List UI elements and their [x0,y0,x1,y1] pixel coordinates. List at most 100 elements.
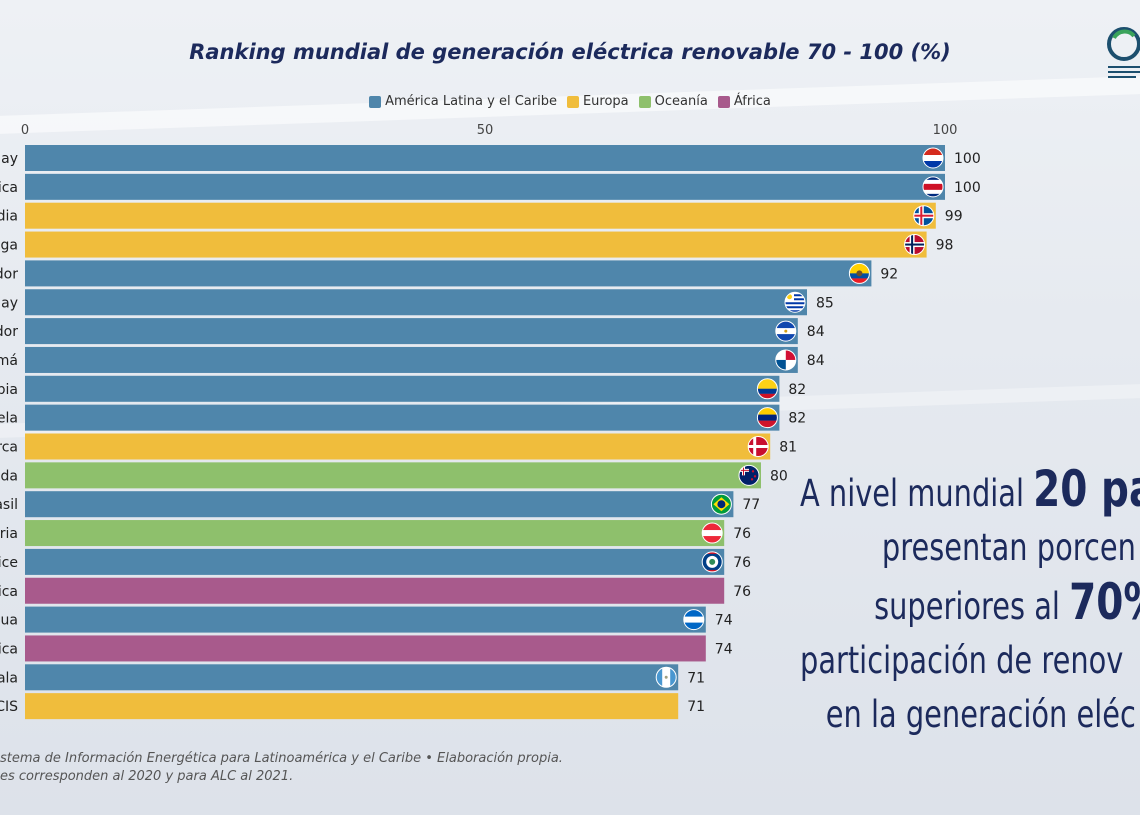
bar [25,462,761,489]
bar [25,433,771,460]
flag-icon-costa-rica [922,176,944,198]
category-label: ica [0,641,18,657]
category-label: ice [0,555,18,571]
flag-icon-brazil [710,493,732,515]
flag-icon-el-salvador [775,320,797,342]
data-label: 82 [788,411,806,427]
callout-line: A nivel mundial 20 pa [800,462,1140,521]
bar [25,577,725,604]
data-label: 84 [807,353,825,369]
legend-swatch [369,95,382,108]
callout-line: en la generación eléc [825,693,1136,736]
data-label: 71 [687,699,705,715]
bar [25,231,927,258]
flag-icon-paraguay [922,147,944,169]
flag-icon-colombia [756,378,778,400]
data-label: 100 [954,180,981,196]
data-label: 84 [807,324,825,340]
bar [25,491,734,518]
organization-logo [1100,24,1140,88]
category-label: dor [0,266,18,282]
category-label: nay [0,295,18,311]
bar [25,260,872,287]
category-label: ay [1,151,18,167]
data-label: 77 [742,497,760,513]
x-tick-label: 50 [477,123,494,138]
bar [25,664,679,691]
category-label: CIS [0,699,18,715]
bar [25,289,807,316]
legend-item: Europa [566,94,629,109]
bar [25,346,798,373]
bar-chart: 0 50 100 ay 100 ica 100 dia 99 ega 98 dor 92 nay 85 dor… [0,123,981,720]
legend-swatch [566,95,579,108]
category-label: ica [0,584,18,600]
source-note: stema de Información Energética para Lat… [0,750,700,786]
bar [25,318,798,345]
legend-item: África [717,94,771,109]
callout-highlight: 70% [1069,573,1140,631]
bar [25,404,780,431]
data-label: 71 [687,670,705,686]
flag-icon-iceland [913,205,935,227]
legend-label: Europa [582,94,629,109]
category-label: ala [0,670,18,686]
x-tick-label: 100 [933,123,958,138]
source-line: es corresponden al 2020 y para ALC al 20… [0,769,294,784]
data-label: 74 [715,641,733,657]
category-label: dor [0,324,18,340]
callout-text-part: A nivel mundial [800,472,1034,515]
legend-item: América Latina y el Caribe [369,94,557,109]
legend-label: África [733,94,771,109]
category-label: gua [0,613,18,629]
callout-line: superiores al 70% [874,575,1140,634]
data-label: 80 [770,468,788,484]
flag-icon-ecuador [848,262,870,284]
category-label: ria [0,526,18,542]
bar [25,202,936,229]
legend-item: Oceanía [638,94,708,109]
category-label: ega [0,238,18,254]
flag-icon-new-zealand [738,464,760,486]
flag-icon-nicaragua [683,609,705,631]
data-label: 100 [954,151,981,167]
callout-line: presentan porcen [881,526,1136,569]
category-label: má [0,353,18,369]
x-tick-label: 0 [21,123,29,138]
data-label: 85 [816,295,834,311]
chart-legend: América Latina y el Caribe Europa Oceaní… [0,94,1140,109]
data-label: 81 [779,440,797,456]
bar [25,145,945,171]
legend-swatch [638,95,651,108]
callout-line: participación de renov [800,639,1124,682]
data-label: 99 [945,209,963,225]
callout-highlight: 20 pa [1033,460,1140,518]
category-label: dia [0,209,18,225]
bar [25,173,945,200]
category-label: rca [0,440,18,456]
flag-icon-austria [701,522,723,544]
category-label: bia [0,382,18,398]
category-label: nda [0,468,18,484]
data-label: 76 [733,526,751,542]
flag-icon-denmark [747,436,769,457]
data-label: 76 [733,555,751,571]
flag-icon-norway [904,234,926,256]
category-label: asil [0,497,18,513]
bar [25,520,725,547]
flag-icon-panama [775,349,797,371]
bar [25,606,706,633]
data-label: 98 [936,238,954,254]
bar [25,635,706,662]
callout-text: A nivel mundial 20 pa presentan porcen s… [800,462,1140,742]
bar [25,693,679,720]
flag-icon-guatemala [655,666,677,688]
legend-swatch [717,95,730,108]
data-label: 82 [788,382,806,398]
flag-icon-belize [701,551,723,573]
chart-title: Ranking mundial de generación eléctrica … [189,40,951,64]
bar [25,375,780,402]
bar [25,548,725,575]
data-label: 92 [880,266,898,282]
source-line: stema de Información Energética para Lat… [0,751,563,766]
